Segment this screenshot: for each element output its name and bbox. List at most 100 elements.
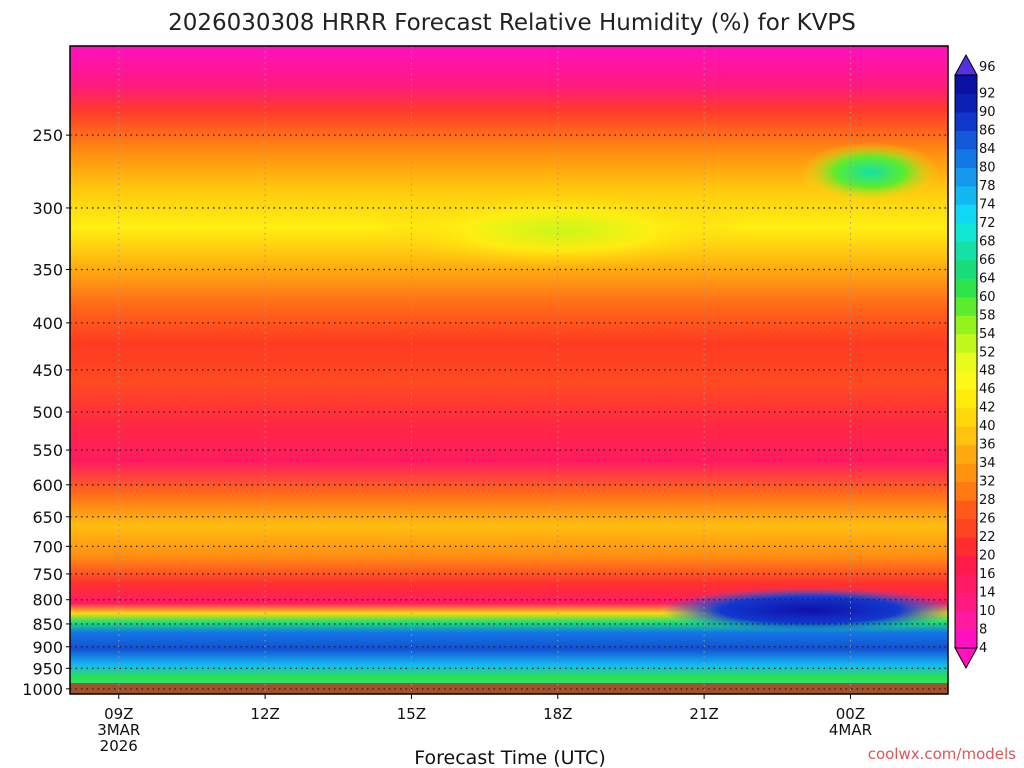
colorbar-segment — [955, 426, 977, 446]
x-tick-label: 00Z — [836, 705, 865, 723]
plot-area — [70, 46, 948, 694]
y-tick-label: 1000 — [22, 680, 63, 699]
colorbar-segment — [955, 315, 977, 335]
colorbar-label: 4 — [979, 641, 987, 656]
grid — [70, 46, 948, 694]
yellow-maximum — [370, 190, 750, 270]
colorbar: 4810141620222628323436404246485254586064… — [954, 53, 996, 670]
y-tick-label: 900 — [32, 638, 63, 657]
colorbar-segment — [955, 629, 977, 649]
colorbar-segment — [955, 93, 977, 113]
y-tick-label: 300 — [32, 199, 63, 218]
y-tick-label: 550 — [32, 441, 63, 460]
colorbar-segment — [955, 259, 977, 279]
y-tick-label: 350 — [32, 261, 63, 280]
colorbar-segment — [955, 333, 977, 353]
colorbar-label: 54 — [979, 327, 996, 342]
x-tick-label: 4MAR — [829, 721, 872, 739]
credit-text: coolwx.com/models — [868, 745, 1016, 763]
colorbar-segment — [955, 407, 977, 427]
x-axis-label: Forecast Time (UTC) — [414, 747, 605, 768]
colorbar-label: 20 — [979, 549, 996, 564]
colorbar-label: 78 — [979, 179, 996, 194]
colorbar-segment — [955, 444, 977, 464]
moist-core-lower — [660, 588, 948, 632]
colorbar-segment — [955, 537, 977, 557]
colorbar-label: 72 — [979, 216, 996, 231]
colorbar-segment — [955, 574, 977, 594]
colorbar-label: 90 — [979, 105, 996, 120]
colorbar-label: 26 — [979, 512, 996, 527]
x-tick-label: 21Z — [689, 705, 718, 723]
colorbar-label: 86 — [979, 123, 996, 138]
y-tick-label: 800 — [32, 591, 63, 610]
colorbar-segment — [955, 592, 977, 612]
x-tick-label: 3MAR — [97, 721, 140, 739]
colorbar-label: 36 — [979, 438, 996, 453]
x-tick-label: 15Z — [397, 705, 426, 723]
colorbar-top-arrow — [954, 53, 978, 76]
colorbar-segment — [955, 278, 977, 298]
colorbar-label: 22 — [979, 530, 996, 545]
colorbar-frame — [954, 74, 978, 649]
colorbar-segment — [955, 222, 977, 242]
colorbar-label: 46 — [979, 382, 996, 397]
colorbar-label: 60 — [979, 290, 996, 305]
x-tick-label: 12Z — [250, 705, 279, 723]
colorbar-segment — [955, 555, 977, 575]
colorbar-label: 66 — [979, 253, 996, 268]
colorbar-segment — [955, 611, 977, 631]
colorbar-label: 10 — [979, 604, 996, 619]
colorbar-label: 42 — [979, 401, 996, 416]
colorbar-segment — [955, 75, 977, 94]
y-tick-label: 400 — [32, 314, 63, 333]
y-tick-label: 250 — [32, 126, 63, 145]
y-tick-label: 600 — [32, 476, 63, 495]
colorbar-segment — [955, 389, 977, 409]
x-tick-label: 2026 — [100, 737, 138, 755]
colorbar-segment — [955, 352, 977, 372]
y-tick-label: 450 — [32, 361, 63, 380]
colorbar-label: 64 — [979, 271, 996, 286]
colorbar-label: 96 — [979, 60, 996, 75]
y-tick-label: 700 — [32, 537, 63, 556]
colorbar-label: 32 — [979, 475, 996, 490]
colorbar-label: 28 — [979, 493, 996, 508]
y-axis: 250 300 350 400 450 500 550 600 650 700 750 800 850 9… — [22, 126, 70, 699]
ground-strip — [70, 683, 948, 694]
colorbar-bottom-arrow — [954, 647, 978, 670]
y-tick-label: 650 — [32, 508, 63, 527]
colorbar-label: 14 — [979, 586, 996, 601]
colorbar-label: 84 — [979, 142, 996, 157]
colorbar-label: 16 — [979, 567, 996, 582]
colorbar-segment — [955, 481, 977, 501]
colorbar-segment — [955, 130, 977, 150]
colorbar-label: 58 — [979, 308, 996, 323]
colorbar-segment — [955, 185, 977, 205]
colorbar-segment — [955, 148, 977, 168]
colorbar-segment — [955, 241, 977, 261]
chart-title: 2026030308 HRRR Forecast Relative Humidi… — [168, 10, 856, 36]
colorbar-label: 74 — [979, 197, 996, 212]
colorbar-segment — [955, 370, 977, 390]
colorbar-segment — [955, 111, 977, 131]
y-tick-label: 950 — [32, 659, 63, 678]
x-tick-label: 09Z — [104, 705, 133, 723]
colorbar-label: 34 — [979, 456, 996, 471]
colorbar-label: 8 — [979, 623, 987, 638]
colorbar-label: 52 — [979, 345, 996, 360]
colorbar-segment — [955, 463, 977, 483]
moist-pocket-upper — [800, 142, 940, 202]
colorbar-segment — [955, 518, 977, 538]
y-tick-label: 850 — [32, 615, 63, 634]
colorbar-label: 80 — [979, 160, 996, 175]
colorbar-label: 40 — [979, 419, 996, 434]
colorbar-segment — [955, 204, 977, 224]
colorbar-segment — [955, 167, 977, 187]
colorbar-segment — [955, 296, 977, 316]
y-tick-label: 500 — [32, 403, 63, 422]
colorbar-label: 92 — [979, 86, 996, 101]
colorbar-label: 68 — [979, 234, 996, 249]
